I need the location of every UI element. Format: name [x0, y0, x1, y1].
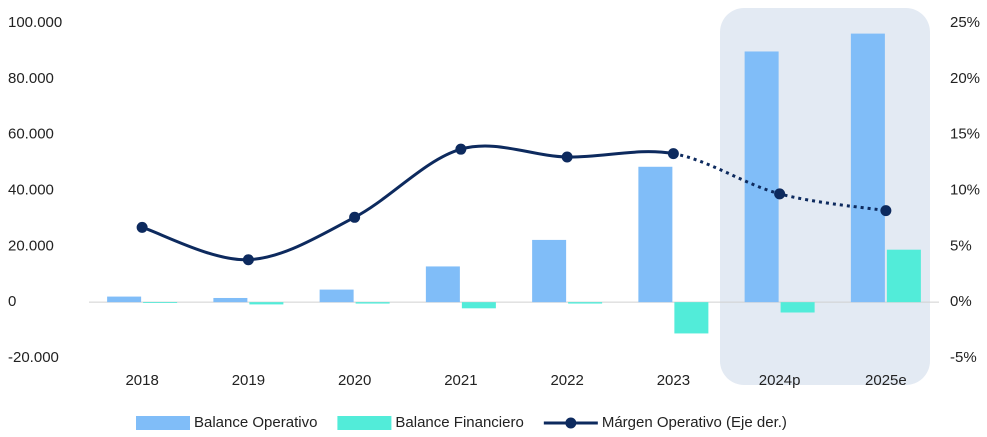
- y-tick-label: 0: [8, 293, 16, 310]
- line-marker: [349, 211, 361, 223]
- x-tick-label: 2024p: [759, 372, 801, 389]
- bar: [532, 239, 567, 303]
- y2-tick-label: 10%: [950, 181, 980, 198]
- y-tick-label: 60.000: [8, 126, 54, 143]
- x-tick-label: 2022: [550, 372, 583, 389]
- legend-swatch: [565, 417, 577, 429]
- bar: [780, 302, 815, 313]
- legend-label: Balance Operativo: [194, 414, 317, 431]
- y2-tick-label: 25%: [950, 14, 980, 31]
- y2-tick-label: 0%: [950, 293, 972, 310]
- bar: [461, 302, 496, 309]
- bar: [568, 302, 603, 304]
- x-tick-label: 2019: [232, 372, 265, 389]
- legend-label: Márgen Operativo (Eje der.): [602, 414, 787, 431]
- x-tick-label: 2025e: [865, 372, 907, 389]
- line-marker: [667, 148, 679, 160]
- y2-tick-label: -5%: [950, 349, 977, 366]
- bar: [107, 296, 142, 303]
- line-marker: [242, 254, 254, 266]
- line-marker: [774, 188, 786, 200]
- legend-swatch: [337, 416, 392, 430]
- bar: [355, 302, 390, 304]
- bar: [674, 302, 709, 334]
- line: [141, 144, 674, 262]
- bar: [638, 166, 673, 303]
- y-tick-label: 20.000: [8, 237, 54, 254]
- line-marker: [455, 143, 467, 155]
- y-tick-label: 40.000: [8, 181, 54, 198]
- bar: [886, 249, 921, 303]
- bar: [143, 302, 178, 304]
- x-tick-label: 2018: [125, 372, 158, 389]
- bar: [744, 51, 779, 303]
- y-tick-label: 100.000: [8, 14, 62, 31]
- bar: [850, 33, 885, 303]
- y2-tick-label: 5%: [950, 237, 972, 254]
- line-marker: [880, 205, 892, 217]
- bar: [319, 289, 354, 303]
- line-marker: [561, 151, 573, 163]
- legend-label: Balance Financiero: [395, 414, 523, 431]
- x-tick-label: 2023: [657, 372, 690, 389]
- bar: [425, 266, 460, 303]
- legend-swatch: [136, 416, 190, 430]
- y-tick-label: -20.000: [8, 349, 59, 366]
- bar: [213, 297, 248, 303]
- x-tick-label: 2020: [338, 372, 371, 389]
- y2-tick-label: 15%: [950, 126, 980, 143]
- y2-tick-label: 20%: [950, 70, 980, 87]
- y-tick-label: 80.000: [8, 70, 54, 87]
- bar: [249, 302, 284, 305]
- line-marker: [136, 221, 148, 233]
- x-tick-label: 2021: [444, 372, 477, 389]
